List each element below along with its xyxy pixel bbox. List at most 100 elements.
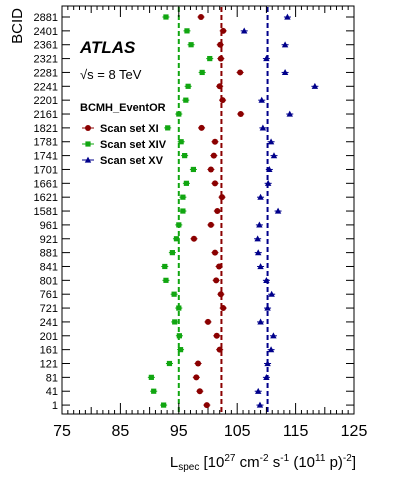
data-point bbox=[217, 291, 224, 298]
data-point bbox=[196, 388, 203, 395]
legend-entry: Scan set XI bbox=[100, 123, 159, 135]
data-point bbox=[185, 83, 191, 89]
data-point bbox=[263, 55, 270, 62]
y-tick-label: 2201 bbox=[34, 95, 58, 107]
data-point bbox=[212, 249, 219, 256]
data-point bbox=[213, 332, 220, 339]
data-point bbox=[183, 97, 189, 103]
data-point bbox=[254, 235, 261, 242]
data-point bbox=[178, 139, 184, 145]
data-point bbox=[217, 55, 224, 62]
y-tick-label: 2281 bbox=[34, 67, 58, 79]
x-tick-label: 85 bbox=[112, 423, 130, 440]
y-tick-label: 761 bbox=[40, 289, 58, 301]
data-point bbox=[237, 111, 244, 118]
data-point bbox=[166, 360, 173, 367]
y-tick-label: 921 bbox=[40, 234, 58, 246]
data-point bbox=[207, 221, 214, 228]
data-point bbox=[163, 277, 169, 283]
data-point bbox=[176, 222, 182, 228]
data-point bbox=[257, 263, 264, 270]
y-tick-label: 2321 bbox=[34, 54, 58, 66]
data-point bbox=[199, 69, 205, 76]
data-point bbox=[270, 332, 277, 339]
legend-title: BCMH_EventOR bbox=[80, 102, 166, 114]
data-point bbox=[172, 319, 178, 325]
y-tick-label: 81 bbox=[46, 372, 58, 384]
data-point bbox=[286, 110, 293, 117]
y-tick-label: 121 bbox=[40, 359, 58, 371]
y-tick-label: 841 bbox=[40, 261, 58, 273]
data-point bbox=[241, 27, 248, 34]
data-point bbox=[267, 138, 275, 145]
legend-entry: Scan set XIV bbox=[100, 139, 167, 151]
data-point bbox=[176, 333, 182, 339]
data-point bbox=[268, 290, 275, 297]
y-tick-label: 1581 bbox=[34, 206, 58, 218]
data-point bbox=[259, 124, 267, 131]
x-tick-label: 125 bbox=[341, 423, 368, 440]
data-point bbox=[161, 402, 167, 408]
y-tick-label: 41 bbox=[46, 386, 58, 398]
x-tick-label: 95 bbox=[170, 423, 188, 440]
y-axis-title: BCID bbox=[9, 8, 26, 44]
data-point bbox=[184, 28, 190, 34]
data-point bbox=[219, 194, 226, 201]
energy-label: √s = 8 TeV bbox=[80, 67, 142, 82]
y-tick-label: 1661 bbox=[34, 178, 58, 190]
legend-marker bbox=[85, 125, 91, 131]
data-point bbox=[237, 69, 244, 76]
data-point bbox=[212, 138, 219, 145]
data-points bbox=[147, 13, 319, 409]
y-tick-label: 161 bbox=[40, 345, 58, 357]
data-point bbox=[219, 97, 226, 104]
data-point bbox=[176, 111, 182, 117]
x-axis-title: Lspec [1027 cm-2 s-1 (1011 p)-2] bbox=[170, 453, 356, 473]
data-point bbox=[216, 346, 223, 353]
y-tick-label: 1781 bbox=[34, 137, 58, 149]
data-point bbox=[148, 374, 154, 380]
data-point bbox=[176, 305, 182, 311]
y-tick-label: 801 bbox=[40, 275, 58, 287]
data-point bbox=[210, 152, 217, 159]
data-point bbox=[173, 236, 180, 242]
data-point bbox=[263, 373, 270, 380]
data-point bbox=[216, 263, 223, 270]
data-point bbox=[190, 166, 196, 173]
x-tick-label: 75 bbox=[53, 423, 71, 440]
legend-entry: Scan set XV bbox=[100, 155, 164, 167]
data-point bbox=[270, 152, 278, 159]
data-point bbox=[165, 125, 171, 131]
y-tick-label: 241 bbox=[40, 317, 58, 329]
data-point bbox=[207, 55, 213, 62]
data-point bbox=[180, 208, 186, 214]
y-tick-label: 1701 bbox=[34, 164, 58, 176]
data-point bbox=[281, 69, 289, 76]
data-point bbox=[264, 304, 271, 311]
data-point bbox=[171, 291, 177, 297]
x-tick-label: 115 bbox=[283, 423, 309, 440]
data-point bbox=[151, 388, 157, 394]
data-point bbox=[267, 346, 275, 353]
data-point bbox=[203, 402, 210, 409]
data-point bbox=[198, 124, 205, 131]
data-point bbox=[217, 41, 224, 48]
data-point bbox=[257, 318, 264, 325]
data-point bbox=[163, 14, 169, 20]
data-point bbox=[197, 14, 204, 20]
data-point bbox=[257, 193, 264, 200]
mean-lines bbox=[177, 7, 269, 413]
data-point bbox=[213, 277, 220, 284]
y-tick-label: 1821 bbox=[34, 123, 58, 135]
data-point bbox=[255, 249, 262, 256]
data-point bbox=[169, 250, 175, 256]
data-point bbox=[205, 318, 211, 325]
legend-marker bbox=[84, 156, 92, 163]
y-tick-label: 1741 bbox=[34, 151, 58, 163]
y-tick-label: 1621 bbox=[34, 192, 58, 204]
y-tick-label: 881 bbox=[40, 248, 58, 260]
data-point bbox=[311, 82, 319, 89]
y-tick-label: 201 bbox=[40, 331, 58, 343]
data-point bbox=[193, 374, 200, 381]
